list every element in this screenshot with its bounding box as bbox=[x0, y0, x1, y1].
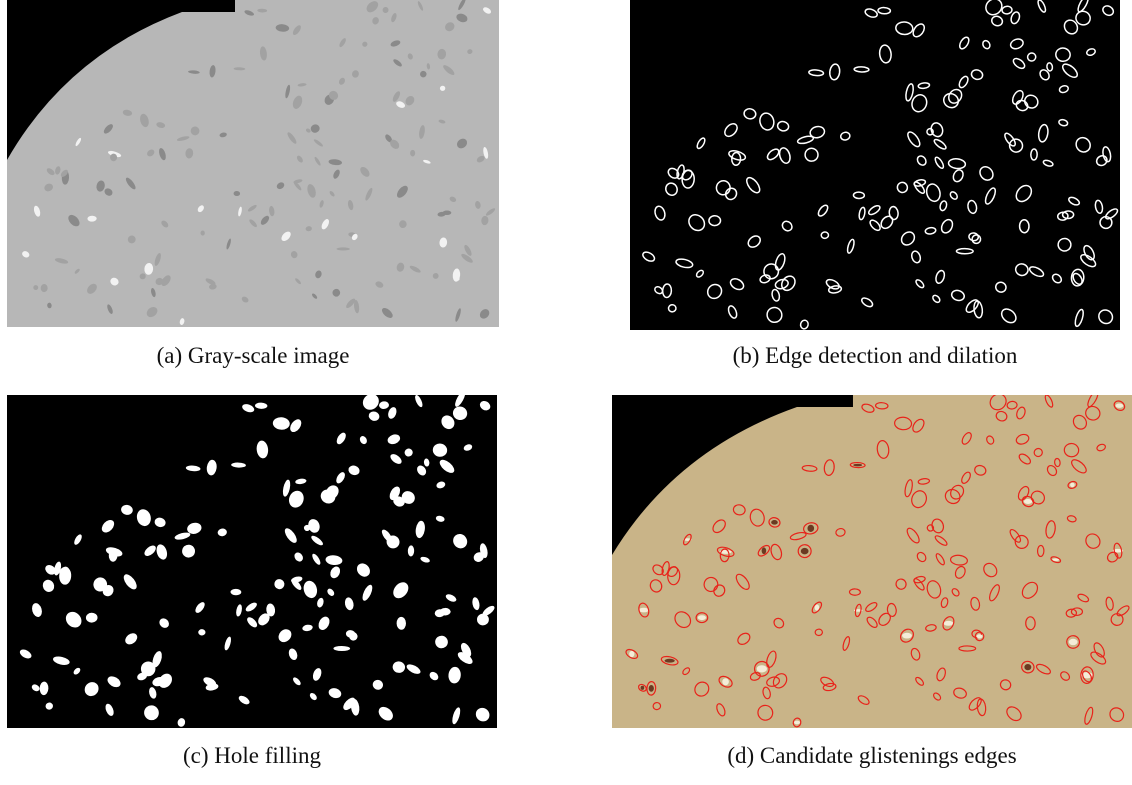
edge-image bbox=[630, 0, 1120, 330]
particle bbox=[1052, 558, 1059, 561]
candidate-edges-image bbox=[612, 395, 1132, 728]
particle bbox=[722, 678, 729, 685]
figure: (a) Gray-scale image (b) Edge detection … bbox=[0, 0, 1132, 785]
particle bbox=[902, 633, 912, 639]
particle bbox=[794, 721, 800, 725]
particle bbox=[1024, 664, 1031, 670]
particle bbox=[1024, 499, 1032, 504]
particle bbox=[629, 651, 634, 657]
caption: (d) Candidate glistenings edges bbox=[612, 743, 1132, 769]
particle bbox=[665, 659, 675, 663]
caption: (a) Gray-scale image bbox=[7, 343, 499, 369]
particle bbox=[639, 608, 649, 613]
particle bbox=[641, 686, 645, 690]
particle bbox=[944, 621, 954, 626]
particle bbox=[698, 615, 706, 620]
particle bbox=[801, 548, 809, 554]
caption: (c) Hole filling bbox=[7, 743, 497, 769]
particle bbox=[1070, 483, 1075, 488]
gray-scale-image bbox=[7, 0, 499, 327]
particle bbox=[649, 685, 654, 692]
particle bbox=[977, 634, 983, 638]
particle bbox=[815, 604, 820, 610]
particle bbox=[807, 525, 814, 532]
particle bbox=[771, 520, 778, 525]
particle bbox=[762, 547, 767, 554]
particle bbox=[1069, 639, 1078, 645]
caption: (b) Edge detection and dilation bbox=[630, 343, 1120, 369]
particle bbox=[1116, 404, 1124, 408]
hole-filling-image bbox=[7, 395, 497, 728]
particle bbox=[853, 464, 862, 467]
particle bbox=[757, 665, 767, 672]
